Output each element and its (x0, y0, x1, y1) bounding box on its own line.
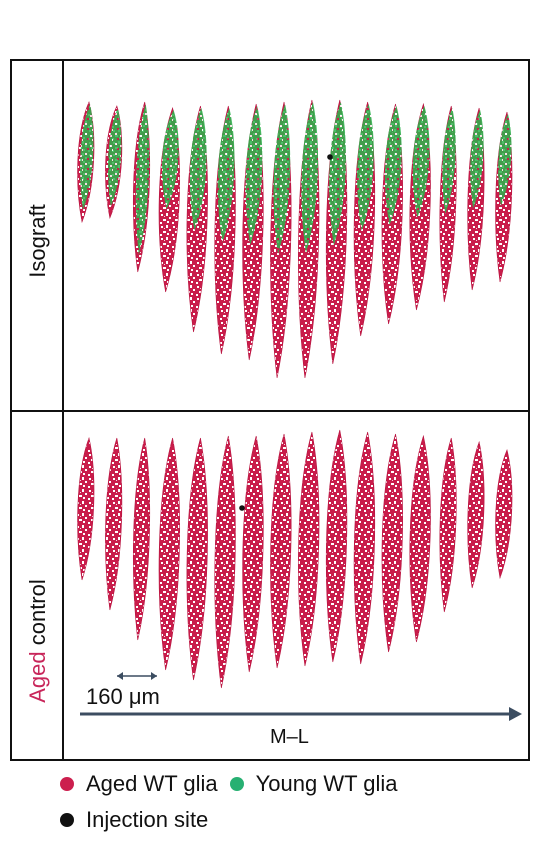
aged-control-section (105, 437, 123, 611)
young-glia-overlay (245, 106, 263, 245)
young-glia-overlay (107, 108, 122, 207)
legend-row-1: Aged WT glia Young WT glia (60, 766, 410, 802)
young-glia-overlay (189, 108, 207, 231)
scale-bar-left-arrowhead (117, 672, 123, 680)
aged-control-section (186, 437, 208, 681)
row-divider (12, 410, 528, 412)
young-glia-overlay (80, 104, 94, 210)
aged-control-section (242, 435, 264, 673)
aged-control-section (353, 431, 376, 665)
aged-control-sections (77, 429, 513, 689)
young-glia-overlay (162, 110, 179, 210)
young-glia-overlay (301, 102, 319, 253)
legend-item-injection: Injection site (60, 807, 208, 833)
ml-axis-label: M–L (270, 726, 309, 748)
aged-control-section (409, 434, 431, 643)
scale-bar-right-arrowhead (151, 672, 157, 680)
aged-control-section (381, 433, 403, 653)
young-glia-overlay (273, 104, 291, 254)
aged-control-section (270, 433, 292, 669)
isograft-injection-site-marker (327, 154, 333, 160)
aged-control-injection-site-marker (239, 505, 245, 511)
aged-word: Aged (25, 651, 50, 703)
control-word: control (25, 579, 50, 652)
figure-frame: Isograft Aged control (10, 59, 530, 761)
ml-axis-arrowhead (509, 707, 522, 721)
legend: Aged WT glia Young WT glia Injection sit… (60, 766, 410, 838)
aged-control-section (132, 437, 151, 641)
young-glia-overlay (217, 108, 235, 243)
young-glia-overlay (135, 104, 150, 255)
legend-label-injection: Injection site (86, 807, 209, 832)
young-glia-overlay (357, 104, 374, 231)
legend-label-young: Young WT glia (255, 771, 398, 796)
legend-label-aged: Aged WT glia (86, 771, 218, 796)
aged-control-section (214, 435, 236, 689)
young-glia-overlay (498, 114, 512, 206)
young-glia-overlay (329, 102, 346, 246)
young-glia-overlay (470, 110, 484, 209)
aged-control-section (495, 449, 513, 580)
aged-control-section (298, 431, 320, 667)
young-glia-overlay (412, 106, 430, 218)
aged-control-section (325, 429, 348, 663)
aged-dot-icon (60, 777, 74, 791)
ml-axis-arrow (80, 707, 522, 721)
isograft-sections (77, 99, 513, 379)
injection-sites (239, 154, 333, 511)
aged-control-row-label: Aged control (25, 579, 51, 703)
aged-control-section (158, 437, 180, 671)
young-glia-overlay (384, 106, 402, 225)
legend-item-aged: Aged WT glia (60, 771, 218, 797)
young-dot-icon (229, 777, 244, 791)
scale-bar-label: 160 μm (86, 684, 160, 709)
aged-control-section (467, 440, 485, 589)
injection-dot-icon (60, 813, 74, 827)
scale-bar (117, 672, 157, 680)
isograft-row-label: Isograft (25, 204, 50, 278)
aged-control-section (439, 437, 457, 613)
legend-item-young: Young WT glia (229, 771, 398, 797)
aged-control-section (77, 436, 95, 581)
section-panels (77, 99, 522, 721)
legend-row-2: Injection site (60, 802, 410, 838)
young-glia-overlay (442, 108, 456, 214)
